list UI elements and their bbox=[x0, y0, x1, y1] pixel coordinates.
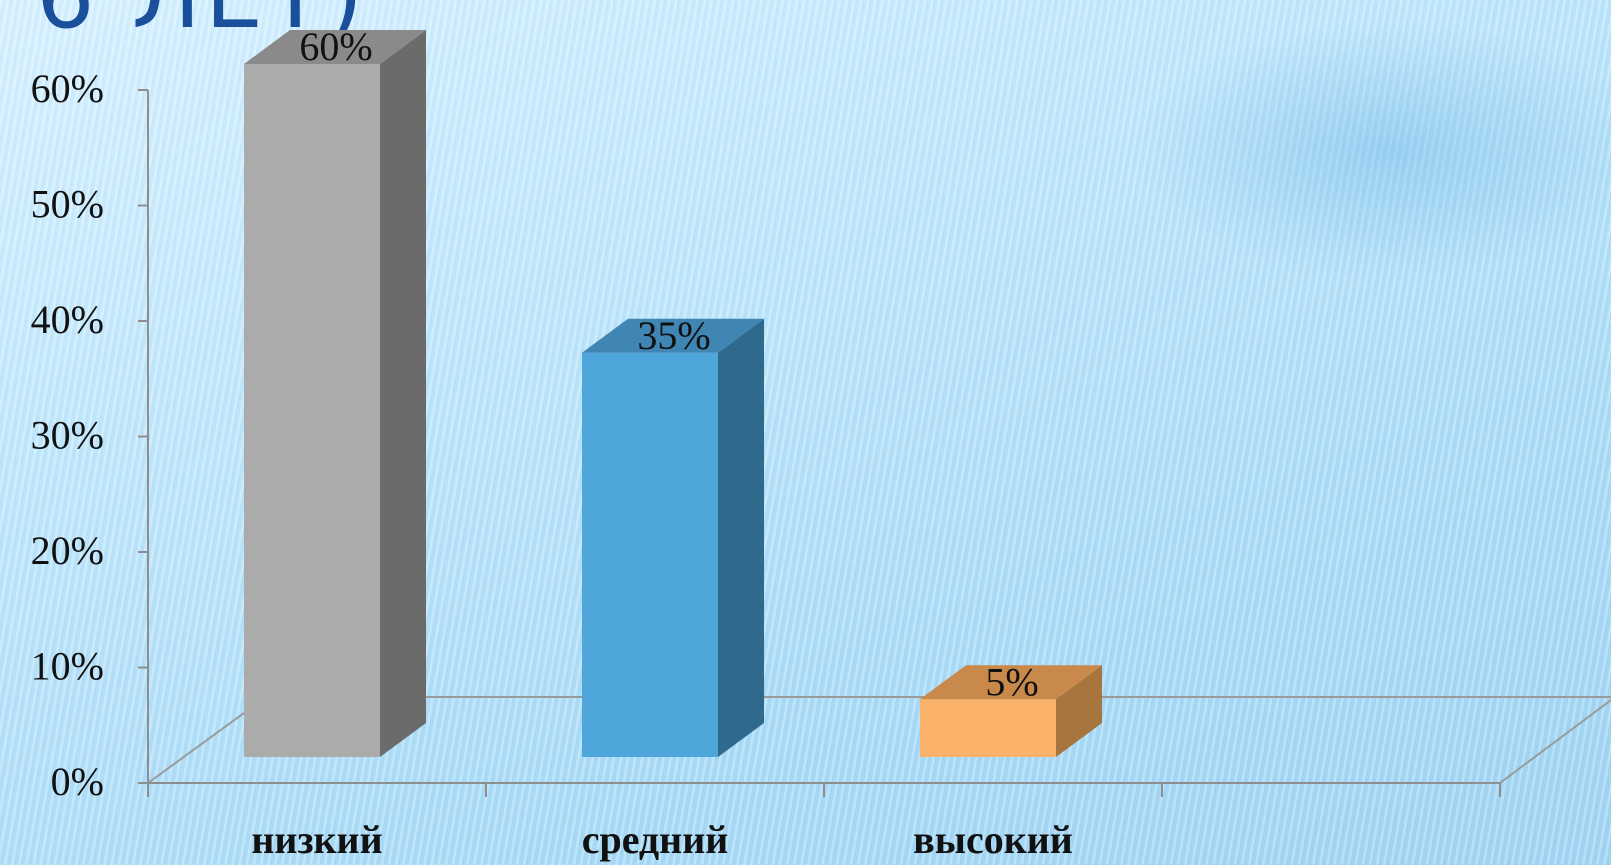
bar-top bbox=[920, 665, 1102, 700]
y-tick-label: 0% bbox=[51, 759, 104, 804]
bar-top bbox=[582, 318, 764, 353]
category-label: низкий bbox=[251, 817, 382, 862]
data-label: 5% bbox=[985, 659, 1038, 704]
category-label: высокий bbox=[913, 817, 1073, 862]
y-tick-label: 40% bbox=[31, 297, 104, 342]
bar-front bbox=[920, 699, 1056, 757]
labels-layer: 60% низкий 35% средний 5% высокий bbox=[251, 24, 1073, 862]
y-tick-label: 20% bbox=[31, 528, 104, 573]
y-tick-label: 10% bbox=[31, 644, 104, 689]
bar-средний bbox=[582, 318, 764, 757]
bar-front bbox=[244, 64, 380, 757]
data-label: 60% bbox=[299, 24, 372, 69]
bar-side bbox=[718, 318, 764, 757]
y-tick-label: 30% bbox=[31, 413, 104, 458]
floor-right-edge bbox=[1499, 699, 1611, 784]
bar-side bbox=[1056, 665, 1102, 757]
bar-side bbox=[380, 30, 426, 757]
axis-layer: 0% 10% 20% 30% 40% 50% 60% bbox=[31, 66, 1611, 804]
bar-высокий bbox=[920, 665, 1102, 757]
y-tick-label: 60% bbox=[31, 66, 104, 111]
bar-низкий bbox=[244, 30, 426, 757]
bar-front bbox=[582, 352, 718, 757]
data-label: 35% bbox=[637, 313, 710, 358]
background-glow bbox=[1130, 20, 1611, 280]
bars-layer bbox=[244, 30, 1102, 757]
category-label: средний bbox=[582, 817, 729, 862]
y-tick-label: 50% bbox=[31, 182, 104, 227]
bar-top bbox=[244, 30, 426, 64]
